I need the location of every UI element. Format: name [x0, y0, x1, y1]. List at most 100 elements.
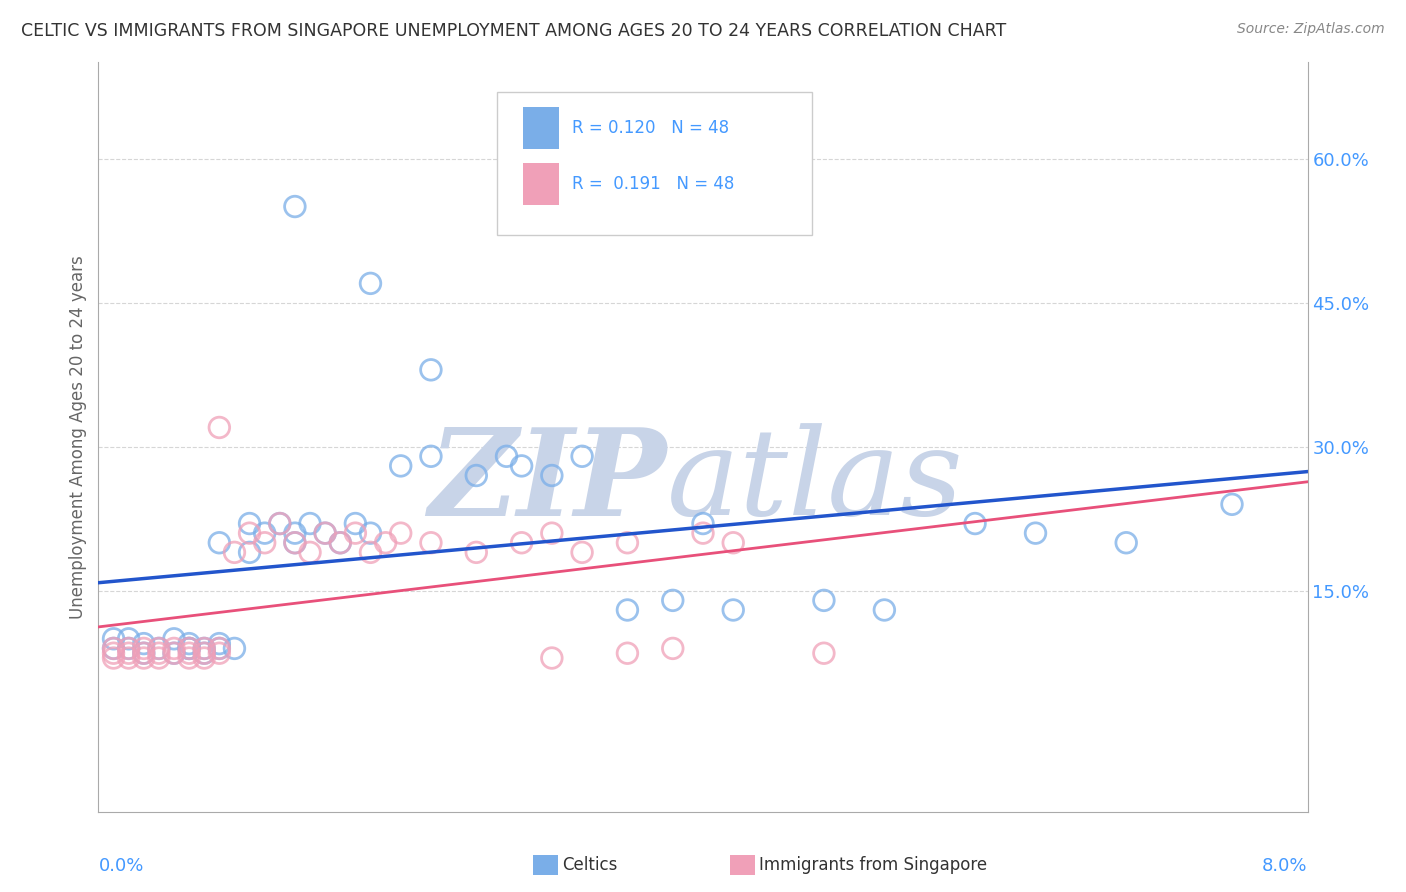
Point	[269, 516, 291, 531]
Point	[148, 641, 170, 656]
Point	[616, 603, 638, 617]
Y-axis label: Unemployment Among Ages 20 to 24 years: Unemployment Among Ages 20 to 24 years	[69, 255, 87, 619]
Text: Immigrants from Singapore: Immigrants from Singapore	[759, 856, 987, 874]
Point	[103, 641, 125, 656]
Point	[163, 641, 186, 656]
Point	[193, 646, 215, 660]
Point	[103, 651, 125, 665]
Point	[1115, 535, 1137, 549]
Point	[163, 646, 186, 660]
Point	[163, 646, 186, 660]
Point	[118, 651, 141, 665]
Point	[179, 651, 201, 665]
Point	[692, 526, 714, 541]
Point	[284, 535, 307, 549]
Text: 8.0%: 8.0%	[1263, 856, 1308, 875]
Point	[510, 535, 533, 549]
Point	[148, 641, 170, 656]
Point	[571, 450, 593, 464]
Point	[314, 526, 336, 541]
FancyBboxPatch shape	[523, 163, 560, 205]
Point	[208, 641, 231, 656]
Point	[465, 545, 488, 559]
Point	[269, 516, 291, 531]
Point	[692, 516, 714, 531]
Point	[193, 646, 215, 660]
Point	[389, 458, 412, 473]
Point	[540, 651, 562, 665]
Point	[208, 535, 231, 549]
Point	[510, 458, 533, 473]
Point	[284, 535, 307, 549]
Point	[148, 651, 170, 665]
Text: Celtics: Celtics	[562, 856, 617, 874]
Point	[540, 526, 562, 541]
Point	[253, 526, 276, 541]
Point	[616, 646, 638, 660]
Point	[965, 516, 987, 531]
Point	[118, 641, 141, 656]
Point	[360, 277, 382, 291]
Point	[299, 516, 322, 531]
Point	[179, 641, 201, 656]
Point	[299, 545, 322, 559]
Point	[571, 545, 593, 559]
Point	[465, 468, 488, 483]
Point	[179, 641, 201, 656]
Point	[148, 646, 170, 660]
Point	[420, 450, 443, 464]
Point	[495, 450, 517, 464]
Point	[118, 641, 141, 656]
Point	[1025, 526, 1047, 541]
Point	[813, 593, 835, 607]
Point	[239, 545, 262, 559]
Point	[873, 603, 896, 617]
Point	[224, 641, 246, 656]
Text: Source: ZipAtlas.com: Source: ZipAtlas.com	[1237, 22, 1385, 37]
Text: R =  0.191   N = 48: R = 0.191 N = 48	[572, 175, 735, 193]
Point	[616, 535, 638, 549]
Point	[132, 651, 155, 665]
FancyBboxPatch shape	[523, 107, 560, 149]
Point	[360, 526, 382, 541]
Point	[224, 545, 246, 559]
Point	[163, 632, 186, 646]
Text: R = 0.120   N = 48: R = 0.120 N = 48	[572, 119, 730, 137]
Point	[329, 535, 352, 549]
Point	[420, 363, 443, 377]
Point	[329, 535, 352, 549]
Text: ZIP: ZIP	[429, 423, 666, 541]
Point	[813, 646, 835, 660]
FancyBboxPatch shape	[498, 93, 811, 235]
Point	[540, 468, 562, 483]
Point	[723, 535, 745, 549]
Point	[208, 646, 231, 660]
Point	[420, 535, 443, 549]
Point	[193, 651, 215, 665]
Text: CELTIC VS IMMIGRANTS FROM SINGAPORE UNEMPLOYMENT AMONG AGES 20 TO 24 YEARS CORRE: CELTIC VS IMMIGRANTS FROM SINGAPORE UNEM…	[21, 22, 1007, 40]
Point	[344, 516, 367, 531]
Point	[132, 641, 155, 656]
Point	[284, 526, 307, 541]
Point	[253, 535, 276, 549]
Text: atlas: atlas	[666, 424, 963, 541]
Point	[208, 637, 231, 651]
Point	[103, 646, 125, 660]
Point	[132, 646, 155, 660]
Point	[389, 526, 412, 541]
Point	[193, 641, 215, 656]
Point	[723, 603, 745, 617]
Point	[118, 646, 141, 660]
Point	[374, 535, 396, 549]
Point	[103, 632, 125, 646]
Point	[132, 637, 155, 651]
Point	[118, 632, 141, 646]
Point	[344, 526, 367, 541]
Point	[179, 641, 201, 656]
Point	[179, 637, 201, 651]
Point	[208, 641, 231, 656]
Point	[239, 516, 262, 531]
Point	[360, 545, 382, 559]
Point	[1220, 497, 1243, 511]
Point	[239, 526, 262, 541]
